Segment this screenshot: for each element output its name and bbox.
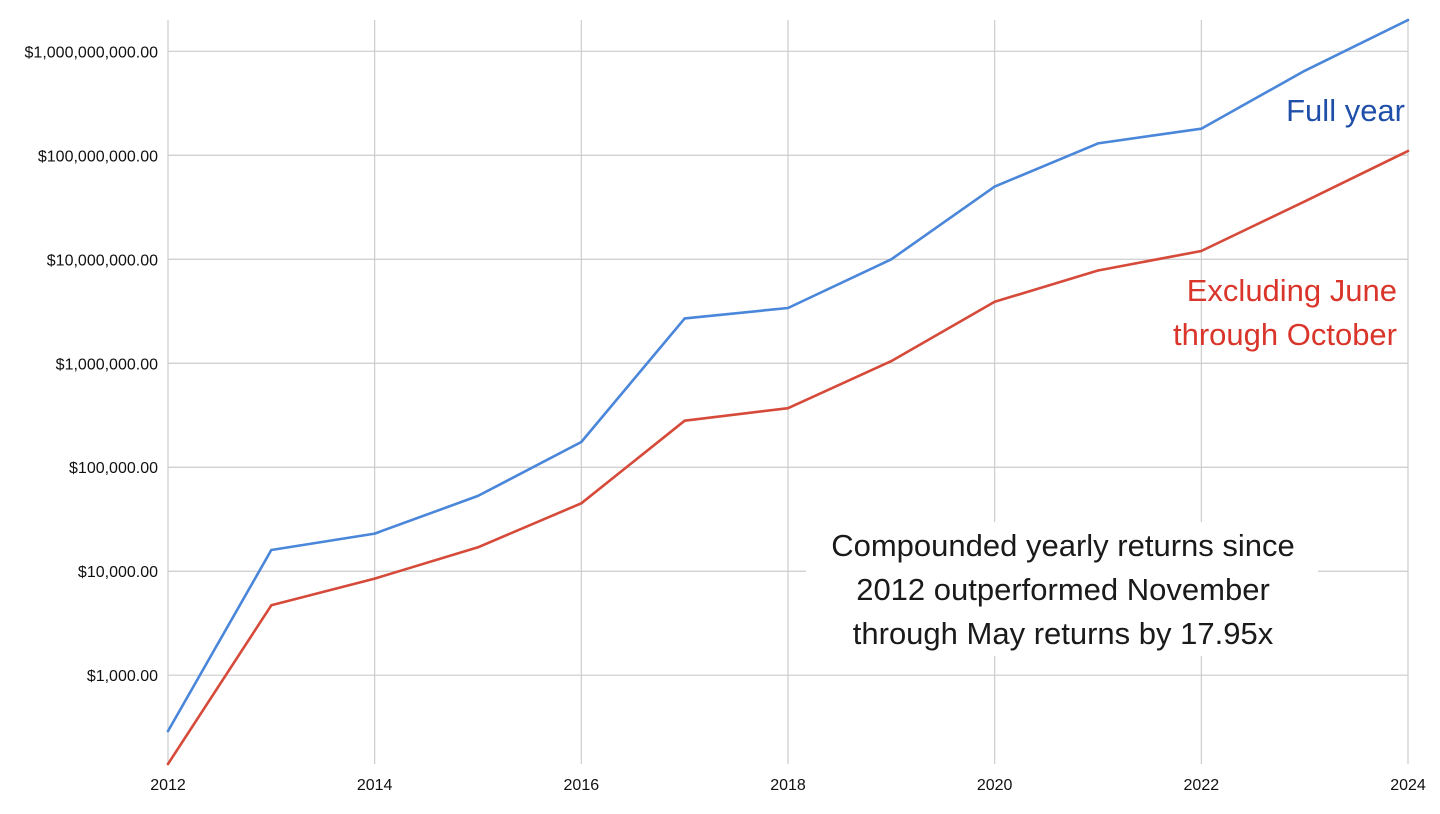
y-tick-label: $10,000.00 — [78, 564, 158, 581]
data-point — [1406, 18, 1410, 22]
data-point — [683, 419, 686, 422]
x-tick-label: 2016 — [564, 777, 600, 794]
series-label: Full year — [1286, 93, 1405, 128]
data-point — [890, 359, 893, 363]
data-point — [1303, 200, 1306, 203]
x-tick-label: 2018 — [770, 777, 806, 794]
x-axis-tick-labels: 2012 2014 2016 2018 2020 2022 2024 — [150, 777, 1426, 794]
series-label: Excluding June — [1187, 273, 1397, 308]
x-tick-label: 2020 — [977, 777, 1013, 794]
annotation-line: Compounded yearly returns since — [831, 528, 1295, 563]
data-point — [993, 300, 996, 303]
x-tick-label: 2022 — [1184, 777, 1220, 794]
annotation-background — [806, 522, 1318, 656]
series-layer — [166, 18, 1410, 766]
data-point — [166, 729, 170, 733]
y-tick-label: $100,000,000.00 — [38, 148, 158, 165]
data-point — [270, 548, 273, 552]
data-point — [580, 440, 583, 444]
data-point — [786, 306, 790, 310]
data-point — [580, 502, 583, 505]
annotation: Compounded yearly returns since 2012 outp… — [806, 522, 1318, 656]
series-1 — [166, 149, 1410, 766]
data-point — [890, 258, 893, 261]
data-point — [1096, 142, 1100, 145]
y-axis-tick-labels: $1,000.00 $10,000.00 $100,000.00 $1,000,000… — [25, 44, 159, 685]
data-point — [1200, 249, 1203, 253]
data-point — [1200, 127, 1203, 130]
series-labels: Full year Excluding June through October — [1173, 93, 1405, 352]
data-point — [786, 406, 790, 410]
data-point — [373, 532, 376, 535]
annotation-line: 2012 outperformed November — [856, 572, 1270, 607]
data-point — [1406, 149, 1410, 153]
annotation-line: through May returns by 17.95x — [853, 616, 1274, 651]
series-label: through October — [1173, 317, 1397, 352]
data-point — [683, 317, 686, 320]
data-point — [993, 185, 996, 188]
y-tick-label: $10,000,000.00 — [47, 252, 158, 269]
y-tick-label: $1,000,000.00 — [56, 356, 158, 373]
data-point — [166, 762, 170, 766]
series-0 — [166, 18, 1410, 733]
y-tick-label: $1,000.00 — [87, 668, 158, 685]
y-tick-label: $1,000,000,000.00 — [25, 44, 159, 61]
x-tick-label: 2014 — [357, 777, 393, 794]
x-tick-label: 2012 — [150, 777, 186, 794]
y-tick-label: $100,000.00 — [69, 460, 158, 477]
data-point — [270, 604, 273, 607]
data-point — [476, 546, 480, 549]
data-point — [1303, 69, 1306, 72]
x-tick-label: 2024 — [1390, 777, 1426, 794]
data-point — [373, 577, 376, 580]
data-point — [476, 494, 480, 498]
data-point — [1096, 269, 1100, 272]
